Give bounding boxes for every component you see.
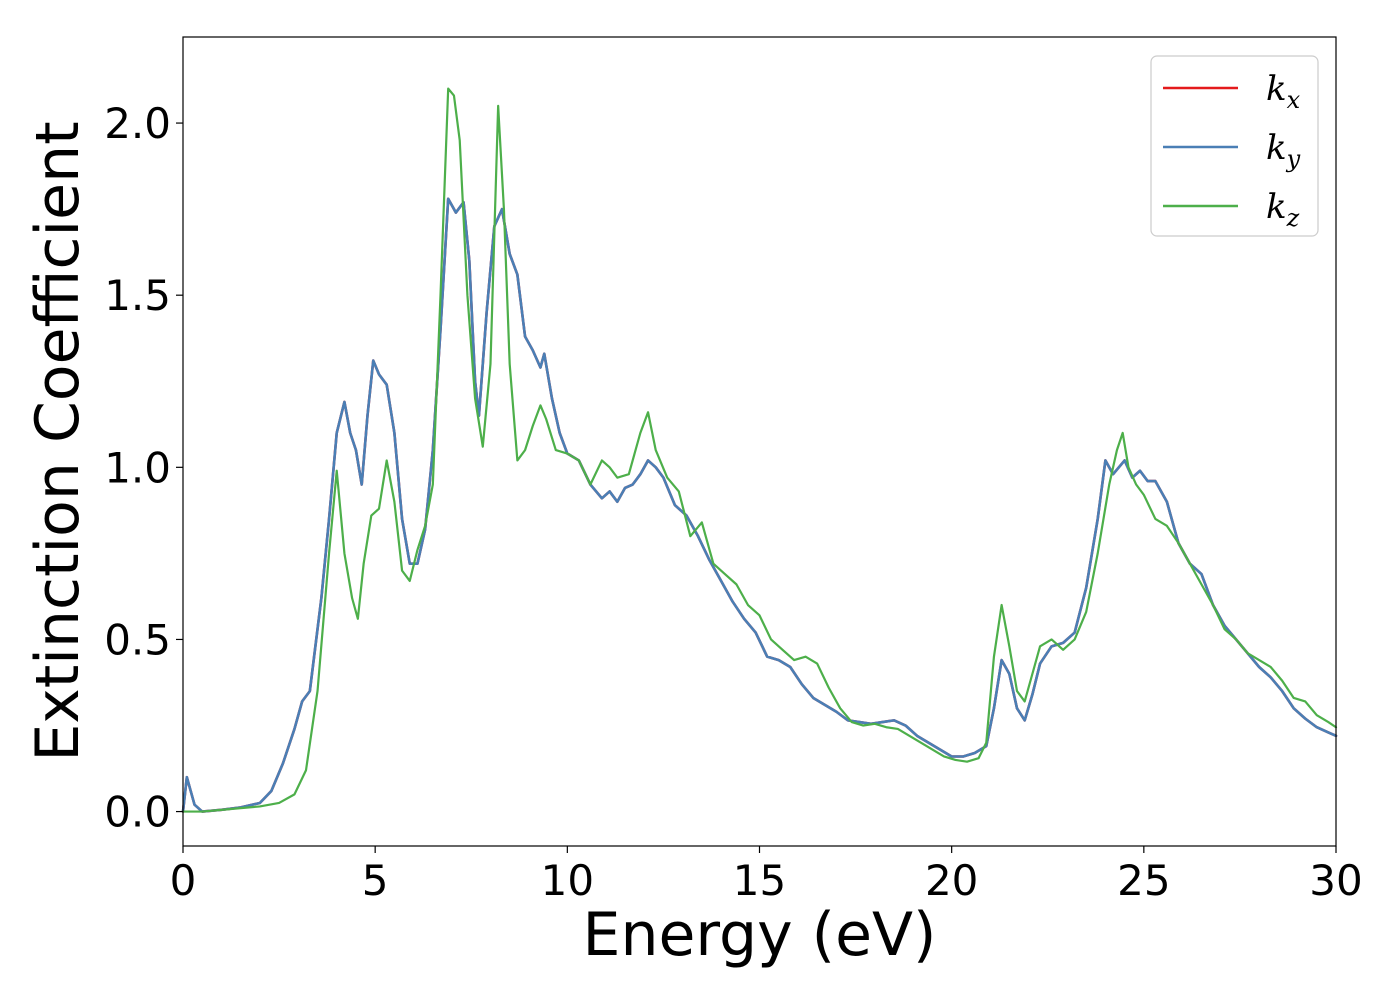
legend-label-subscript: z (1286, 204, 1300, 232)
x-tick-label: 5 (362, 856, 389, 905)
legend-label-subscript: y (1286, 145, 1301, 173)
x-tick-label: 30 (1309, 856, 1362, 905)
legend-label-x: kx (1266, 69, 1301, 114)
legend-label-main: k (1266, 187, 1287, 227)
plot-background (183, 37, 1336, 846)
y-tick-label: 1.5 (104, 271, 171, 320)
x-tick-label: 10 (541, 856, 594, 905)
legend-label-main: k (1266, 69, 1287, 109)
y-tick-label: 0.0 (104, 788, 171, 837)
legend-label-y: ky (1266, 128, 1301, 173)
legend-label-main: k (1266, 128, 1287, 168)
x-tick-label: 15 (733, 856, 786, 905)
series-layer (181, 87, 1338, 813)
x-tick-label: 20 (925, 856, 978, 905)
x-tick-label: 0 (170, 856, 197, 905)
y-axis-ticks: 0.0 0.5 1.0 1.5 2.0 (104, 99, 183, 837)
y-axis-label: Extinction Coefficient (23, 121, 93, 761)
series-line-z (181, 87, 1338, 813)
y-tick-label: 0.5 (104, 615, 171, 664)
x-tick-label: 25 (1117, 856, 1170, 905)
y-tick-label: 1.0 (104, 443, 171, 492)
series-line-y (181, 197, 1338, 813)
y-tick-label: 2.0 (104, 99, 171, 148)
x-axis-label: Energy (eV) (583, 900, 937, 970)
x-axis-ticks: 0 5 10 15 20 25 30 (170, 846, 1363, 905)
legend-label-z: kz (1266, 187, 1300, 232)
legend-label-subscript: x (1287, 86, 1301, 114)
